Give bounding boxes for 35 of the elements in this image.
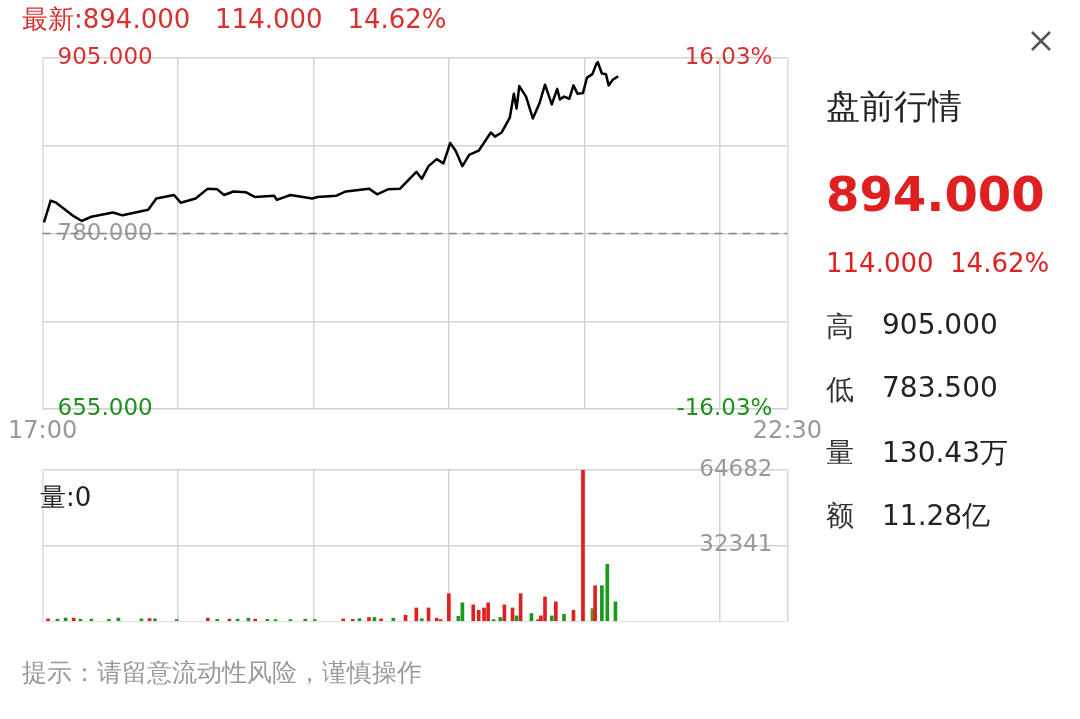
text: 盘前行情 [826, 85, 962, 128]
bar [549, 615, 554, 621]
y-tick-label: 905.000 [57, 42, 153, 69]
y-tick-label: 32341 [699, 530, 773, 557]
bar [471, 604, 476, 621]
bar [562, 613, 566, 621]
bar [593, 585, 597, 621]
text: 提示：请留意流动性风险，谨慎操作 [22, 657, 422, 689]
chart-title: 最新:894.000 114.000 14.62% [22, 3, 447, 36]
bar [543, 596, 547, 621]
text: 130.43万 [882, 435, 1008, 471]
bar [303, 618, 308, 621]
bar [205, 617, 210, 621]
bar [419, 618, 424, 621]
bar [486, 602, 490, 621]
text: 905.000 [882, 308, 998, 341]
bar [71, 617, 76, 621]
text: 783.500 [882, 371, 998, 404]
y2-tick-label: 16.03% [684, 42, 773, 69]
text: 低 [826, 372, 854, 408]
text: 高 [826, 309, 854, 345]
bar [253, 618, 258, 621]
bar [498, 617, 503, 621]
bar [367, 617, 371, 621]
text: 11.28亿 [882, 498, 991, 534]
text: 量 [826, 435, 854, 471]
y-tick-label: 64682 [699, 454, 773, 481]
text: 114.000 14.62% [826, 248, 1050, 278]
bar [147, 618, 152, 621]
bar [447, 593, 451, 621]
text: 量:0 [40, 481, 92, 514]
bar [357, 618, 362, 621]
text: 894.000 [826, 166, 1045, 222]
text: 额 [826, 498, 854, 534]
bar [554, 601, 558, 621]
